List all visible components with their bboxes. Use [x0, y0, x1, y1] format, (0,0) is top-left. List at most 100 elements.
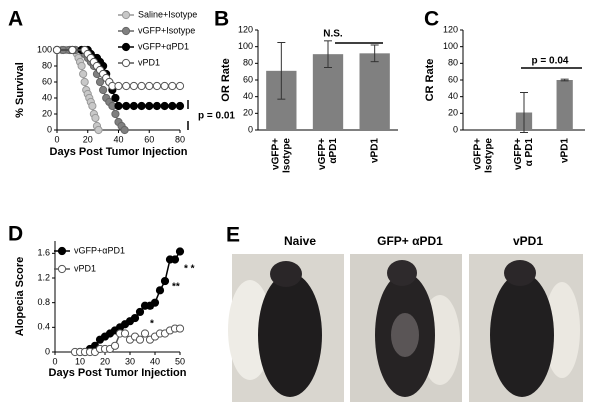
- data-point: [175, 81, 185, 91]
- data-point: [160, 276, 170, 286]
- data-point: [175, 101, 185, 111]
- y-tick-label: 60: [42, 76, 52, 86]
- x-tick-label: vGFP+: [513, 138, 524, 170]
- panel-letter: A: [8, 8, 23, 31]
- data-point: [168, 81, 177, 91]
- x-tick-label: 40: [113, 134, 123, 144]
- y-tick-label: 1.6: [37, 248, 50, 258]
- data-point: [122, 101, 131, 111]
- photo-label: Naive: [284, 234, 316, 248]
- y-axis-title: Alopecia Score: [14, 257, 26, 336]
- y-tick-label: 0: [45, 346, 50, 356]
- x-tick-label: 50: [175, 356, 185, 366]
- data-point: [130, 313, 140, 323]
- y-tick-label: 0.8: [37, 297, 50, 307]
- legend-marker: [57, 264, 67, 274]
- y-tick-label: 0: [47, 124, 52, 134]
- bar: [359, 53, 390, 131]
- y-tick-label: 20: [448, 108, 458, 118]
- panel-letter: C: [424, 8, 439, 31]
- y-tick-label: 1.2: [37, 272, 50, 282]
- y-axis-title: % Survival: [14, 62, 26, 118]
- data-point: [137, 81, 146, 91]
- annotation: **: [172, 282, 180, 293]
- legend-marker: [121, 10, 131, 20]
- data-point: [140, 329, 150, 338]
- x-tick-label: 30: [125, 356, 135, 366]
- data-point: [155, 286, 165, 295]
- x-tick-label: αPD1: [328, 138, 339, 164]
- x-tick-label: vGFP+: [270, 138, 281, 170]
- y-tick-label: 40: [42, 92, 52, 102]
- legend-label: vGFP+αPD1: [138, 41, 189, 51]
- data-point: [150, 298, 160, 307]
- data-point: [111, 109, 120, 119]
- annotation: p = 0.01: [198, 111, 235, 122]
- legend-label: vGFP+αPD1: [74, 245, 125, 255]
- y-tick-label: 0: [453, 124, 458, 134]
- data-point: [120, 329, 130, 338]
- panel-letter: B: [214, 8, 229, 31]
- x-tick-label: vPD1: [559, 138, 570, 163]
- mouse-head: [504, 260, 536, 286]
- y-tick-label: 80: [42, 60, 52, 70]
- data-point: [129, 101, 138, 111]
- data-point: [99, 85, 108, 95]
- legend-label: vGFP+Isotype: [138, 25, 195, 35]
- y-tick-label: 120: [443, 24, 458, 34]
- legend-marker: [121, 42, 131, 52]
- x-tick-label: 20: [83, 134, 93, 144]
- y-tick-label: 100: [238, 41, 253, 51]
- data-point: [110, 341, 120, 350]
- x-tick-label: vGFP+: [317, 138, 328, 170]
- panel-letter: E: [226, 224, 240, 247]
- data-point: [137, 101, 146, 111]
- photo: [350, 254, 462, 402]
- y-tick-label: 60: [448, 74, 458, 84]
- bar: [556, 80, 573, 130]
- x-tick-label: 10: [75, 356, 85, 366]
- x-tick-label: α PD1: [524, 138, 535, 167]
- data-point: [68, 45, 77, 55]
- y-axis-title: OR Rate: [220, 58, 232, 101]
- annotation: *: [150, 319, 154, 330]
- annotation: p = 0.04: [532, 56, 569, 67]
- y-tick-label: 80: [243, 58, 253, 68]
- annotation: * *: [184, 264, 195, 275]
- data-point: [120, 125, 129, 135]
- x-tick-label: 20: [100, 356, 110, 366]
- data-point: [88, 101, 97, 111]
- annotation: N.S.: [323, 29, 343, 40]
- data-point: [94, 125, 103, 135]
- data-point: [145, 101, 154, 111]
- glove: [544, 282, 580, 378]
- x-axis-title: Days Post Tumor Injection: [50, 146, 188, 158]
- photo: [469, 254, 583, 402]
- data-point: [170, 255, 180, 264]
- y-tick-label: 40: [448, 91, 458, 101]
- mouse: [490, 273, 554, 397]
- legend-marker: [121, 58, 131, 68]
- data-point: [160, 81, 169, 91]
- data-point: [152, 81, 162, 91]
- photo-label: GFP+ αPD1: [377, 234, 443, 248]
- y-tick-label: 0.4: [37, 322, 50, 332]
- data-point: [79, 69, 88, 79]
- x-tick-label: 0: [52, 356, 57, 366]
- data-point: [114, 101, 123, 111]
- data-point: [95, 77, 105, 87]
- legend-label: vPD1: [138, 57, 160, 67]
- x-tick-label: vGFP+: [472, 138, 483, 170]
- y-tick-label: 80: [448, 58, 458, 68]
- photo-label: vPD1: [513, 234, 543, 248]
- y-tick-label: 120: [238, 24, 253, 34]
- annotation: **: [146, 305, 154, 316]
- data-point: [111, 93, 120, 103]
- mouse-head: [387, 260, 417, 286]
- y-tick-label: 100: [443, 41, 458, 51]
- x-tick-label: Isotype: [483, 138, 494, 173]
- legend-marker: [57, 246, 67, 256]
- data-point: [175, 247, 185, 256]
- data-point: [114, 81, 123, 91]
